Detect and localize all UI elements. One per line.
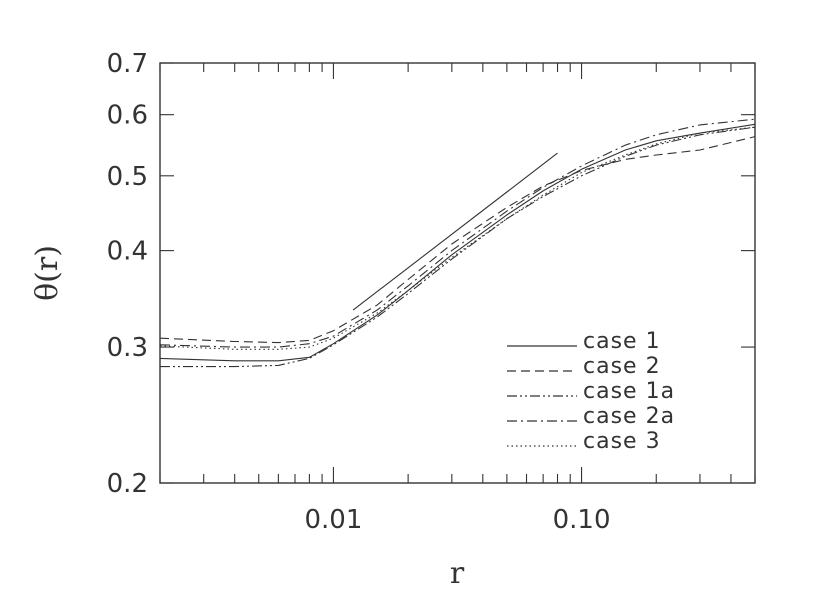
series-line xyxy=(160,126,756,368)
x-axis-label: r xyxy=(450,556,465,590)
y-tick-label: 0.4 xyxy=(107,237,148,267)
y-tick-label: 0.5 xyxy=(107,162,148,192)
ticks-layer: 0.01 0.10 0.2 0.3 0.4 0.5 0.6 0.7 xyxy=(107,49,756,535)
legend-label: case 1 xyxy=(583,329,661,354)
legend-label: case 3 xyxy=(583,429,661,454)
x-tick-label: 0.01 xyxy=(304,505,362,535)
y-tick-label: 0.2 xyxy=(107,469,148,499)
x-tick-label: 0.10 xyxy=(553,505,611,535)
series-line xyxy=(159,118,756,348)
legend-label: case 1a xyxy=(583,379,675,404)
y-tick-label: 0.3 xyxy=(107,333,148,363)
plot-frame xyxy=(159,62,756,484)
y-tick-label: 0.7 xyxy=(107,49,148,79)
reference-line xyxy=(352,152,558,311)
series-line xyxy=(159,123,756,362)
y-axis-label: θ(r) xyxy=(30,245,65,301)
legend-label: case 2 xyxy=(583,354,661,379)
series-layer xyxy=(159,118,756,368)
series-line xyxy=(159,136,756,344)
y-tick-label: 0.6 xyxy=(107,101,148,131)
legend-label: case 2a xyxy=(583,404,675,429)
series-line xyxy=(159,126,756,350)
